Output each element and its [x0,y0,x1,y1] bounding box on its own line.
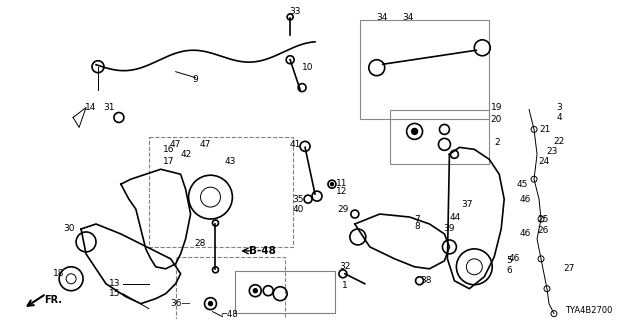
Text: 45: 45 [516,180,528,189]
Text: TYA4B2700: TYA4B2700 [565,306,612,315]
Text: 38: 38 [420,276,432,285]
Text: 15: 15 [109,289,121,298]
Text: 19: 19 [490,103,502,112]
Text: 16: 16 [163,145,175,154]
Text: 23: 23 [547,147,557,156]
Text: 10: 10 [302,63,314,72]
Text: 47: 47 [200,140,211,149]
Text: 41: 41 [289,140,301,149]
Text: 29: 29 [337,204,349,213]
Circle shape [253,289,257,293]
Bar [360,20,489,119]
Text: 3: 3 [556,103,562,112]
Bar [148,137,293,247]
Text: 1: 1 [342,281,348,290]
Text: 35: 35 [292,195,304,204]
Text: 46: 46 [508,254,520,263]
Circle shape [412,128,417,134]
Circle shape [330,183,333,186]
Text: 24: 24 [538,157,550,166]
Text: 8: 8 [415,222,420,231]
Text: 12: 12 [336,187,348,196]
Text: 44: 44 [450,212,461,221]
Text: 32: 32 [339,262,351,271]
Text: FR.: FR. [44,295,62,305]
Text: 13: 13 [109,279,121,288]
Text: 5: 5 [506,256,512,265]
Text: 7: 7 [415,214,420,224]
Text: 21: 21 [540,125,550,134]
Text: 11: 11 [336,179,348,188]
Text: 25: 25 [538,214,548,224]
Text: 42: 42 [181,150,192,159]
Text: 31: 31 [103,103,115,112]
Text: 37: 37 [461,200,473,209]
Text: 18: 18 [53,269,65,278]
Text: 39: 39 [444,224,455,234]
Text: 6: 6 [506,266,512,275]
Circle shape [209,302,212,306]
Text: ⌐48: ⌐48 [220,310,238,319]
Text: 46: 46 [520,195,531,204]
Text: 17: 17 [163,157,175,166]
Text: 43: 43 [225,157,236,166]
Text: 36—: 36— [170,299,191,308]
Text: 27: 27 [563,264,575,273]
Text: 30: 30 [63,224,75,234]
Text: 4: 4 [556,113,562,122]
Text: 22: 22 [554,137,564,146]
Text: 47: 47 [170,140,181,149]
Text: 40: 40 [292,204,304,213]
Text: 20: 20 [490,115,502,124]
Text: 34: 34 [402,13,413,22]
Text: 2: 2 [494,138,500,147]
Bar [236,271,335,313]
Text: 9: 9 [193,75,198,84]
Text: 14: 14 [85,103,97,112]
Text: 46: 46 [520,229,531,238]
Text: 26: 26 [538,227,548,236]
Text: B-48: B-48 [249,246,276,256]
Bar [390,109,489,164]
Text: 33: 33 [289,7,301,16]
Text: 28: 28 [195,239,206,248]
Bar [175,257,285,320]
Text: 34: 34 [376,13,387,22]
